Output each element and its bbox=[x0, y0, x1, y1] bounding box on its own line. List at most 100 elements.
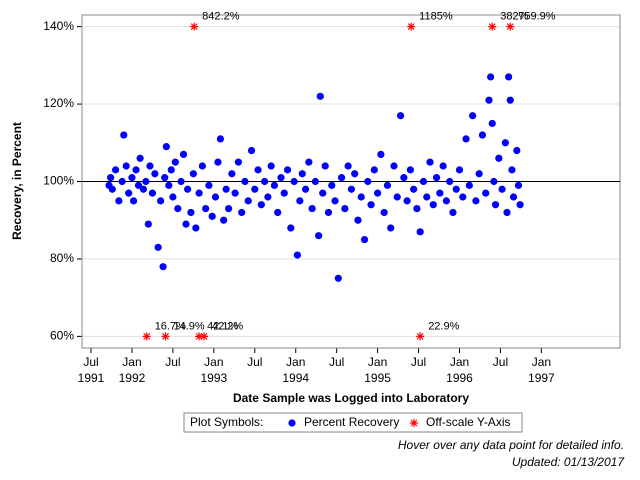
data-point bbox=[298, 170, 306, 178]
data-point bbox=[296, 197, 304, 205]
data-point bbox=[234, 158, 243, 166]
data-point bbox=[177, 177, 185, 186]
data-point bbox=[161, 174, 169, 182]
data-label: 14.9% bbox=[174, 320, 205, 332]
data-point bbox=[455, 166, 464, 174]
data-point bbox=[184, 185, 192, 193]
x-tick-label: Jan bbox=[532, 355, 551, 369]
data-point bbox=[128, 174, 136, 182]
off-scale-point bbox=[488, 22, 497, 31]
data-point bbox=[380, 208, 388, 217]
x-year-label: 1994 bbox=[282, 371, 309, 385]
data-point bbox=[115, 197, 123, 205]
data-point bbox=[449, 208, 457, 217]
x-year-label: 1991 bbox=[78, 371, 105, 385]
y-tick-label: 80% bbox=[50, 251, 74, 265]
data-point bbox=[293, 251, 301, 259]
data-point bbox=[202, 205, 210, 213]
off-scale-point bbox=[416, 332, 425, 341]
data-point bbox=[187, 208, 195, 217]
data-point bbox=[508, 166, 516, 174]
x-year-label: 1992 bbox=[119, 371, 146, 385]
data-point bbox=[475, 170, 483, 178]
data-point bbox=[154, 243, 162, 251]
data-point bbox=[498, 185, 506, 193]
data-point bbox=[490, 177, 498, 186]
data-point bbox=[144, 220, 152, 228]
legend-box bbox=[183, 412, 523, 433]
data-point bbox=[179, 150, 188, 158]
data-point bbox=[241, 177, 249, 186]
data-point bbox=[328, 181, 336, 189]
data-point bbox=[108, 185, 116, 193]
data-point bbox=[134, 181, 143, 189]
data-point bbox=[487, 73, 495, 81]
data-point bbox=[277, 174, 285, 182]
data-point bbox=[280, 189, 288, 197]
y-tick-label: 60% bbox=[50, 329, 74, 343]
data-point bbox=[305, 158, 313, 166]
data-point bbox=[274, 208, 282, 217]
data-point bbox=[257, 201, 265, 209]
data-point bbox=[396, 112, 405, 120]
data-point bbox=[478, 131, 487, 139]
data-point bbox=[165, 181, 173, 189]
data-point bbox=[485, 96, 493, 104]
data-point bbox=[208, 212, 216, 220]
data-point bbox=[491, 201, 500, 209]
data-point bbox=[287, 224, 295, 232]
data-point bbox=[383, 181, 392, 189]
x-year-label: 1993 bbox=[200, 371, 227, 385]
data-point bbox=[446, 177, 454, 186]
data-label: 842.2% bbox=[202, 11, 240, 23]
data-point bbox=[429, 201, 437, 209]
x-tick-label: Jul bbox=[83, 355, 98, 369]
data-point bbox=[321, 162, 329, 170]
data-point bbox=[374, 189, 382, 197]
data-point bbox=[157, 197, 165, 205]
data-point bbox=[516, 201, 524, 209]
data-point bbox=[367, 201, 375, 209]
data-point bbox=[214, 158, 222, 166]
off-scale-point bbox=[506, 22, 515, 31]
data-point bbox=[514, 181, 523, 189]
data-point bbox=[308, 205, 316, 213]
data-point bbox=[111, 166, 120, 174]
data-point bbox=[264, 193, 272, 201]
data-point bbox=[400, 174, 408, 182]
data-point bbox=[205, 181, 213, 189]
data-label: 42.1% bbox=[207, 320, 238, 332]
x-tick-label: Jan bbox=[204, 355, 223, 369]
data-point bbox=[129, 197, 138, 205]
data-point bbox=[169, 193, 177, 201]
data-point bbox=[423, 193, 431, 201]
data-point bbox=[167, 166, 175, 174]
data-point bbox=[370, 166, 378, 174]
data-point bbox=[290, 177, 298, 186]
off-scale-point bbox=[161, 332, 170, 341]
legend-label: Percent Recovery bbox=[304, 415, 399, 429]
data-point bbox=[488, 119, 496, 128]
data-point bbox=[465, 181, 473, 189]
footnote: Updated: 01/13/2017 bbox=[512, 455, 625, 469]
data-point bbox=[311, 177, 319, 186]
data-point bbox=[495, 154, 503, 162]
data-point bbox=[503, 208, 511, 217]
data-point bbox=[472, 197, 480, 205]
data-label: 42.2% bbox=[212, 320, 243, 332]
data-point bbox=[377, 150, 385, 158]
x-tick-label: Jan bbox=[368, 355, 387, 369]
data-point bbox=[452, 185, 460, 193]
data-point bbox=[509, 193, 518, 201]
data-point bbox=[416, 228, 424, 236]
data-point bbox=[220, 216, 228, 224]
data-point bbox=[319, 189, 327, 197]
data-point bbox=[228, 170, 236, 178]
data-point bbox=[341, 205, 349, 213]
data-point bbox=[469, 112, 477, 120]
x-tick-label: Jul bbox=[493, 355, 508, 369]
data-point bbox=[254, 166, 262, 174]
x-tick-label: Jul bbox=[411, 355, 426, 369]
data-point bbox=[432, 174, 441, 182]
